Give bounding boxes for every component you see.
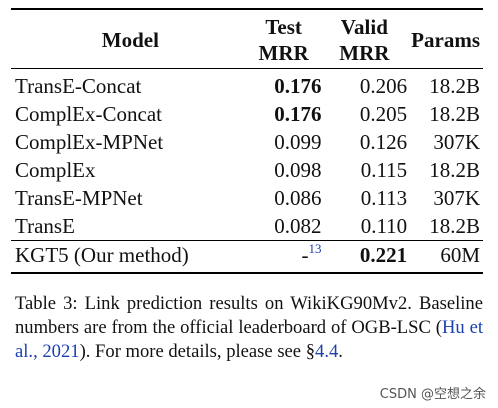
cell-params: 307K [433,186,480,210]
cell-test-mrr: 0.099 [274,130,322,154]
cell-valid-mrr: 0.206 [359,74,408,98]
header-valid-line2: MRR [339,41,390,65]
cell-model: TransE-MPNet [15,186,143,210]
cell-test-mrr: 0.176 [274,102,322,126]
header-test-line1: Test [265,15,302,39]
cell-test-mrr: 0.098 [274,158,322,182]
mid-rule [11,240,483,241]
cell-valid-mrr: 0.110 [360,214,408,238]
table-caption: Table 3: Link prediction results on Wiki… [15,292,483,364]
table-row: ComplEx 0.098 0.115 18.2B [11,156,483,184]
cell-params: 18.2B [429,74,480,98]
caption-text: ). For more details, please see § [79,341,316,362]
header-model: Model [101,28,159,52]
cell-model: ComplEx [15,158,96,182]
cell-test-mrr: 0.176 [274,74,322,98]
header-valid-mrr: Valid MRR [321,10,411,68]
caption-text: . [338,341,343,362]
cell-params: 18.2B [429,214,480,238]
table-row: ComplEx-Concat 0.176 0.205 18.2B [11,100,483,128]
cell-test-mrr: 0.082 [274,214,322,238]
table-row: TransE-Concat 0.176 0.206 18.2B [11,69,483,100]
top-rule [11,8,483,10]
bottom-rule [11,272,483,274]
cell-model: ComplEx-Concat [15,102,162,126]
cell-valid-mrr: 0.115 [360,158,408,182]
results-table-container: Model Test MRR Valid MRR Params TransE-C… [11,8,483,274]
header-test-line2: MRR [258,41,309,65]
cell-params: 18.2B [429,102,480,126]
header-test-mrr: Test MRR [246,10,322,68]
table-row-ours: KGT5 (Our method) -13 0.221 60M [11,241,483,272]
footnote-marker-link[interactable]: 13 [308,241,322,256]
cell-model: TransE-Concat [15,74,142,98]
table-row: ComplEx-MPNet 0.099 0.126 307K [11,128,483,156]
cell-test-mrr: 0.086 [274,186,322,210]
table-row: TransE 0.082 0.110 18.2B [11,212,483,240]
citation-link[interactable]: Hu et al., 2021 [15,317,483,362]
cell-model: TransE [15,214,75,238]
results-table: Model Test MRR Valid MRR Params TransE-C… [11,10,483,272]
cell-params: 307K [433,130,480,154]
cell-test-mrr: -13 [246,241,322,272]
watermark: CSDN @空想之余 [379,387,486,402]
caption-text: Table 3: Link prediction results on Wiki… [15,293,483,338]
cell-valid-mrr: 0.126 [359,130,408,154]
section-link[interactable]: 4.4 [315,341,339,362]
header-rule [11,68,483,69]
cell-valid-mrr: 0.221 [359,243,408,267]
cell-model: ComplEx-MPNet [15,130,164,154]
cell-params: 60M [440,243,480,267]
table-row: TransE-MPNet 0.086 0.113 307K [11,184,483,212]
cell-valid-mrr: 0.205 [359,102,408,126]
cell-model: KGT5 (Our method) [15,243,189,267]
header-params: Params [411,28,480,52]
cell-params: 18.2B [429,158,480,182]
header-valid-line1: Valid [340,15,388,39]
cell-valid-mrr: 0.113 [360,186,408,210]
test-mrr-value: - [301,243,309,267]
header-row: Model Test MRR Valid MRR Params [11,10,483,68]
